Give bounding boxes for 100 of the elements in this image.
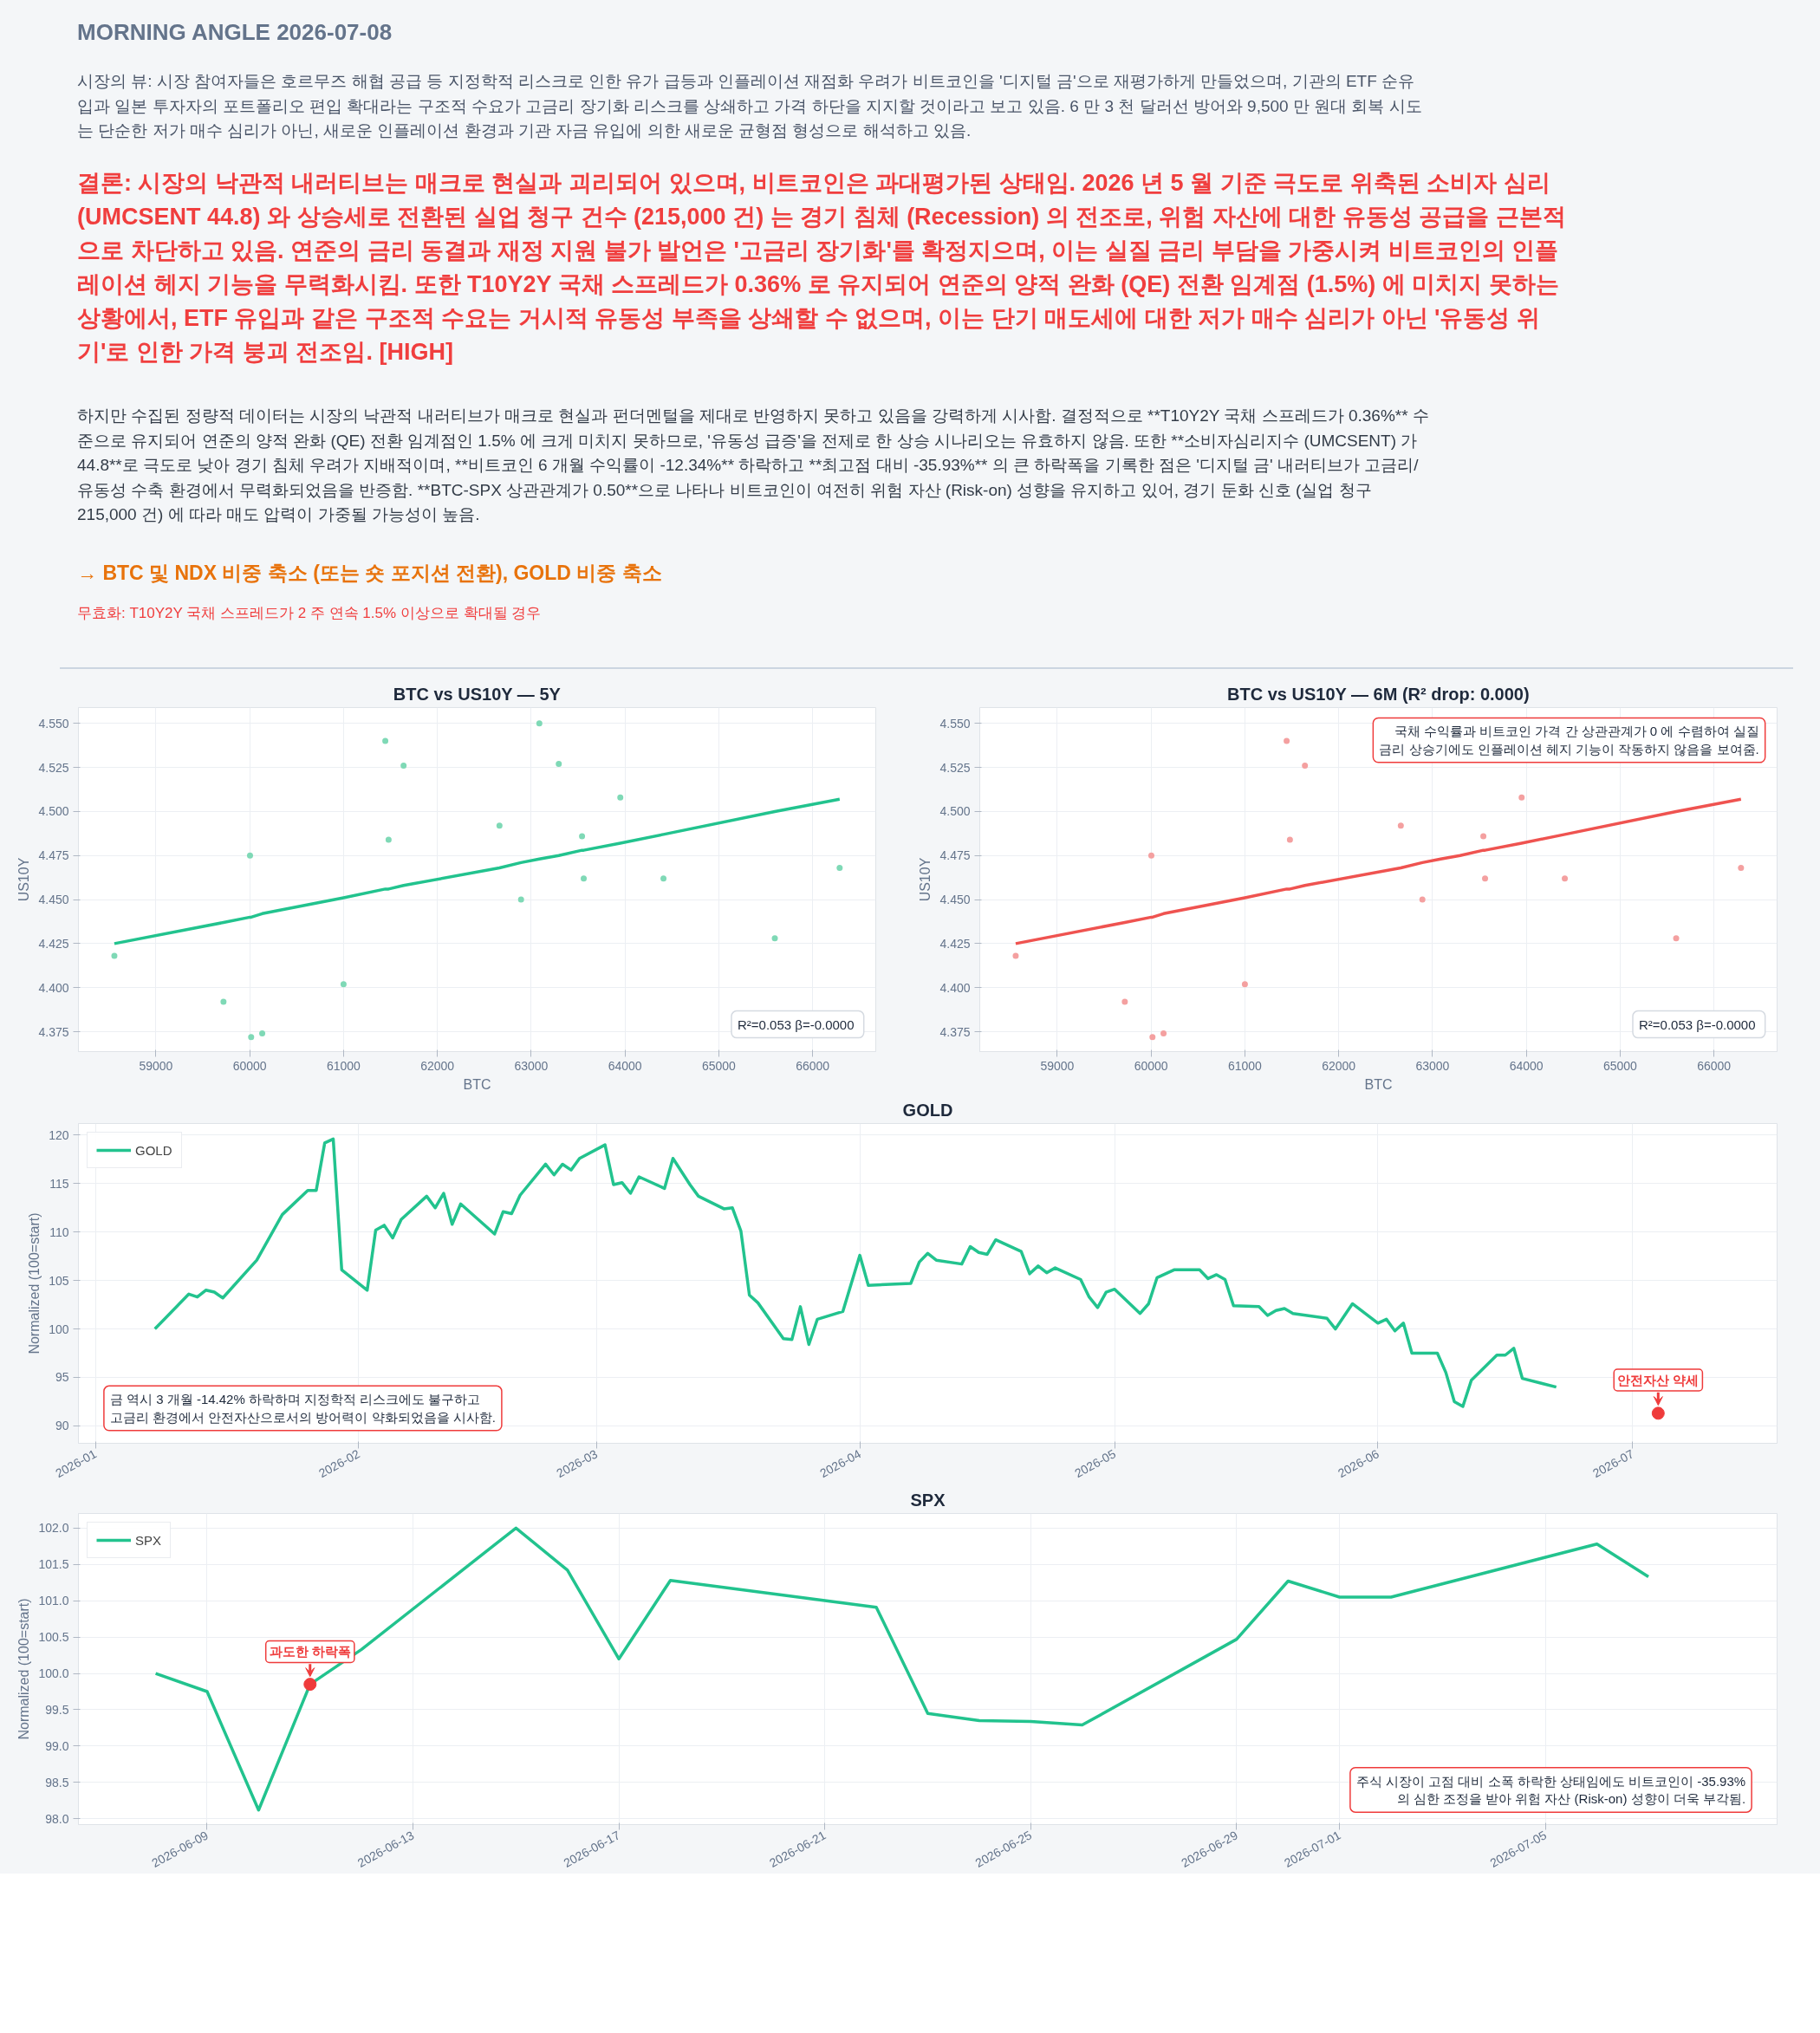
y-tick-label: 4.375 bbox=[38, 1024, 69, 1039]
y-tick-label: 100.0 bbox=[38, 1666, 69, 1681]
y-tick-label: 4.450 bbox=[38, 893, 69, 907]
point bbox=[581, 875, 588, 882]
text: 하지만 수집된 정량적 데이터는 시장의 낙관적 내러티브가 매크로 현실과 펀더멘털을 제대로 반영하지 못하고 있음을 강력하게 시사함. 결정적으로 **T10Y2Y 국채 스프레드가 0.36%** 수준으로 유지되어 연준의 양적 완화 (QE) 전환 임계점인 1.5% 에 크게 미치지 못하므로, '유동성 급증'을 전제로 한 상승 시나리오는 유효하지 않음. 또한 **소비자심리지수 (UMCSENT) 가 44.8**로 극도로 낮아 경기 침체 우려가 지배적이며, **비트코인 6 개월 수익률이 -12.34%** 하락하고 **최고점 대비 -35.93%** 의 큰 하락폭을 기록한 점은 '디지털 금' 내러티브가 고금리/유동성 수축 환경에서 무력화되었음을 반증함. **BTC-SPX 상관관계가 0.50**으로 나타나 비트코인이 여전히 위험 자산 (Risk-on) 성향을 유지하고 있어, 경기 둔화 신호 (실업 청구 215,000 건) 에 따라 매도 압력이 가중될 가능성이 높음. bbox=[77, 406, 1429, 524]
chart-title: BTC vs US10Y — 5Y bbox=[393, 684, 562, 704]
x-tick-label: 61000 bbox=[326, 1058, 361, 1073]
point bbox=[771, 935, 778, 942]
line-series bbox=[113, 797, 842, 945]
text: → BTC 및 NDX 비중 축소 (또는 숏 포지션 전환), GOLD 비중 축소 bbox=[77, 561, 663, 586]
y-axis-title: US10Y bbox=[918, 857, 933, 902]
x-tick-label: 66000 bbox=[796, 1058, 830, 1073]
point bbox=[1121, 998, 1128, 1005]
point bbox=[536, 720, 543, 727]
text: MORNING ANGLE 2026-07-08 bbox=[77, 18, 393, 47]
x-tick-label: 64000 bbox=[1509, 1058, 1544, 1073]
point bbox=[836, 865, 843, 872]
y-tick-label: 99.0 bbox=[45, 1739, 69, 1754]
annotation: 안전자산 약세 bbox=[1617, 1373, 1700, 1388]
x-tick-label: 61000 bbox=[1227, 1058, 1263, 1073]
y-tick-label: 100 bbox=[49, 1322, 69, 1336]
point bbox=[1147, 853, 1154, 859]
point bbox=[340, 981, 347, 988]
point bbox=[1738, 865, 1745, 872]
text: 시장의 뷰: 시장 참여자들은 호르무즈 해협 공급 등 지정학적 리스크로 인한 유가 급등과 인플레이션 재점화 우려가 비트코인을 '디지털 금'으로 재평가하게 만들었으며, 기관의 ETF 순유입과 일본 투자자의 포트폴리오 편입 확대라는 구조적 수요가 고금리 장기화 리스크를 상쇄하고 가격 하단을 지지할 것이라고 보고 있음. 6 만 3 천 달러선 방어와 9,500 만 원대 회복 시도는 단순한 저가 매수 심리가 아닌, 새로운 인플레이션 환경과 기관 자금 유입에 의한 새로운 균형점 형성으로 해석하고 있음. bbox=[77, 71, 1423, 142]
point bbox=[556, 761, 562, 768]
point bbox=[579, 833, 586, 840]
x-tick-label: 59000 bbox=[139, 1058, 173, 1073]
y-tick-label: 4.525 bbox=[939, 760, 971, 775]
x-tick-label: 59000 bbox=[1040, 1058, 1075, 1073]
y-tick-label: 98.0 bbox=[45, 1812, 69, 1827]
y-tick-label: 120 bbox=[49, 1128, 69, 1143]
x-tick-label: 60000 bbox=[1134, 1058, 1168, 1073]
point bbox=[1149, 1034, 1156, 1041]
y-tick-label: 101.0 bbox=[38, 1594, 69, 1608]
y-tick-label: 110 bbox=[49, 1224, 69, 1239]
point bbox=[111, 952, 118, 959]
annotation: R²=0.053 β=-0.0000 bbox=[1638, 1017, 1756, 1032]
legend-label: SPX bbox=[135, 1532, 162, 1548]
annotation: 주식 시장이 고점 대비 소폭 하락한 상태임에도 비트코인이 -35.93% 의 심한 조정을 받아 위험 자산 (Risk-on) 성향이 더욱 부각됨. bbox=[1355, 1773, 1746, 1807]
y-tick-label: 4.475 bbox=[38, 848, 69, 863]
y-tick-label: 99.5 bbox=[45, 1703, 69, 1718]
chart-title: GOLD bbox=[902, 1100, 953, 1120]
point bbox=[220, 998, 227, 1005]
x-tick-label: 64000 bbox=[608, 1058, 642, 1073]
y-tick-label: 4.425 bbox=[939, 937, 971, 952]
point bbox=[1160, 1030, 1167, 1037]
point bbox=[1673, 935, 1680, 942]
point bbox=[660, 875, 667, 882]
x-tick-label: 66000 bbox=[1697, 1058, 1732, 1073]
y-tick-label: 4.525 bbox=[38, 760, 69, 775]
x-tick-label: 65000 bbox=[1602, 1058, 1638, 1073]
point bbox=[1562, 875, 1569, 882]
point bbox=[617, 794, 624, 801]
line-series bbox=[1014, 797, 1743, 945]
chart-title: SPX bbox=[910, 1490, 946, 1510]
text: 무효화: T10Y2Y 국채 스프레드가 2 주 연속 1.5% 이상으로 확대될 경우 bbox=[77, 603, 543, 623]
y-tick-label: 4.400 bbox=[38, 980, 69, 995]
y-tick-label: 115 bbox=[49, 1177, 69, 1192]
y-tick-label: 100.5 bbox=[38, 1630, 69, 1645]
point bbox=[259, 1030, 266, 1037]
point bbox=[385, 836, 392, 843]
annotation: R²=0.053 β=-0.0000 bbox=[737, 1017, 855, 1032]
point bbox=[400, 763, 407, 770]
point bbox=[1284, 737, 1290, 744]
y-axis-title: Normalized (100=start) bbox=[16, 1598, 32, 1740]
y-tick-label: 4.500 bbox=[38, 804, 69, 819]
point bbox=[496, 822, 503, 829]
y-tick-label: 90 bbox=[55, 1419, 69, 1433]
y-tick-label: 4.475 bbox=[939, 848, 971, 863]
point bbox=[382, 737, 389, 744]
annotation: 과도한 하락폭 bbox=[269, 1644, 351, 1660]
x-tick-label: 63000 bbox=[1415, 1058, 1450, 1073]
point bbox=[1286, 836, 1293, 843]
annotation: 국채 수익률과 비트코인 가격 간 상관관계가 0 에 수렴하여 실질 금리 상승기에도 인플레이션 헤지 기능이 작동하지 않음을 보여줌. bbox=[1379, 724, 1759, 757]
y-tick-label: 4.550 bbox=[38, 717, 69, 731]
point bbox=[246, 853, 253, 859]
point bbox=[517, 896, 524, 903]
x-tick-label: 62000 bbox=[1322, 1058, 1356, 1073]
y-tick-label: 98.5 bbox=[45, 1776, 69, 1790]
y-tick-label: 4.375 bbox=[939, 1024, 971, 1039]
x-tick-label: 60000 bbox=[232, 1058, 267, 1073]
y-tick-label: 95 bbox=[55, 1370, 69, 1385]
y-tick-label: 4.425 bbox=[38, 937, 69, 952]
point bbox=[1397, 822, 1404, 829]
point bbox=[248, 1034, 255, 1041]
point bbox=[1012, 952, 1019, 959]
annotation: 금 역시 3 개월 -14.42% 하락하며 지정학적 리스크에도 불구하고 고금리 환경에서 안전자산으로서의 방어력이 약화되었음을 시사함. bbox=[109, 1392, 496, 1425]
y-tick-label: 105 bbox=[49, 1273, 69, 1288]
x-axis-title: BTC bbox=[463, 1076, 491, 1092]
legend-label: GOLD bbox=[135, 1142, 172, 1158]
x-tick-label: 65000 bbox=[701, 1058, 737, 1073]
point bbox=[1302, 763, 1309, 770]
chart-title: BTC vs US10Y — 6M (R² drop: 0.000) bbox=[1227, 684, 1530, 704]
y-axis-title: US10Y bbox=[16, 857, 32, 902]
y-tick-label: 4.500 bbox=[939, 804, 971, 819]
point bbox=[1480, 833, 1487, 840]
y-tick-label: 102.0 bbox=[38, 1521, 69, 1536]
y-axis-title: Normalized (100=start) bbox=[27, 1212, 42, 1354]
point bbox=[1419, 896, 1426, 903]
